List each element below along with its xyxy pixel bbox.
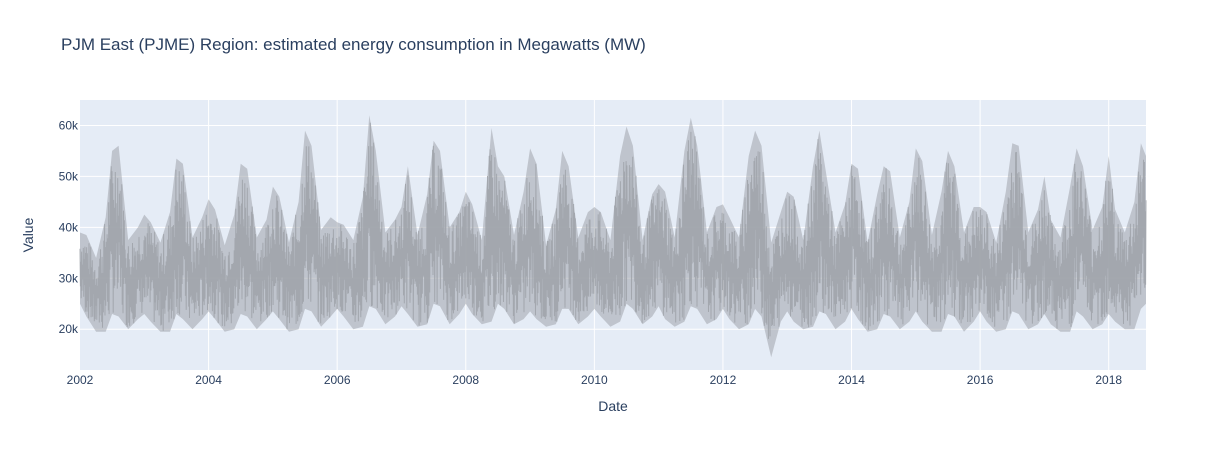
- x-tick-label: 2018: [1095, 373, 1122, 387]
- y-tick-label: 60k: [59, 118, 79, 132]
- x-tick-label: 2014: [838, 373, 865, 387]
- x-tick-label: 2010: [581, 373, 608, 387]
- y-tick-label: 50k: [59, 169, 79, 183]
- x-tick-label: 2006: [324, 373, 351, 387]
- y-tick-label: 30k: [59, 271, 79, 285]
- x-tick-label: 2016: [967, 373, 994, 387]
- x-axis-title: Date: [598, 398, 628, 414]
- y-axis-title: Value: [20, 217, 36, 252]
- series-layer: [79, 115, 1147, 358]
- x-tick-label: 2008: [452, 373, 479, 387]
- chart-title: PJM East (PJME) Region: estimated energy…: [61, 35, 646, 54]
- x-tick-labels: 2002 2004 2006 2008 2010 2012 2014 2016 2018: [67, 373, 1123, 387]
- series-line: [79, 122, 1147, 339]
- x-tick-label: 2004: [195, 373, 222, 387]
- x-tick-label: 2012: [710, 373, 737, 387]
- y-tick-label: 20k: [59, 322, 79, 336]
- y-tick-label: 40k: [59, 220, 79, 234]
- y-tick-labels: 20k 30k 40k 50k 60k: [59, 118, 79, 336]
- x-tick-label: 2002: [67, 373, 94, 387]
